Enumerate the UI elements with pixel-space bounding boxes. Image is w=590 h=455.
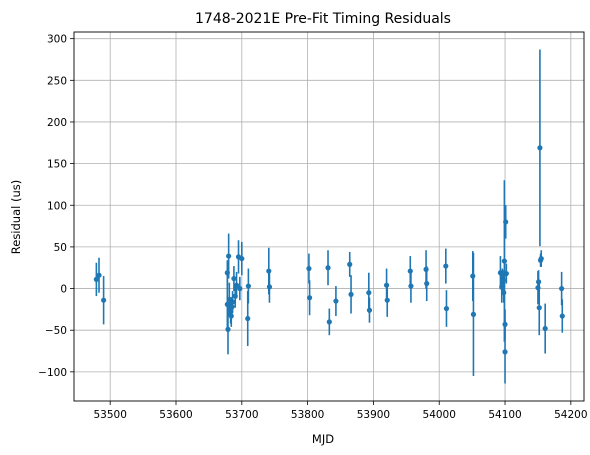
data-point [348,291,354,297]
data-point [443,305,450,312]
data-point [306,295,313,301]
data-point [366,290,372,296]
y-tick-label: −50 [45,325,67,337]
data-point [408,283,414,289]
data-point [266,284,273,290]
plot-frame [73,31,585,402]
data-point [333,298,339,304]
y-tick-label: −100 [38,367,67,379]
y-tick-label: 50 [54,242,67,254]
data-point [443,263,449,269]
data-point [502,349,508,355]
y-axis-title: Residual (us) [9,180,23,254]
data-point [559,313,565,319]
data-point [424,280,430,287]
x-tick-label: 53800 [291,409,324,421]
x-axis-title: MJD [312,432,334,446]
data-point [226,253,232,259]
chart-title: 1748-2021E Pre-Fit Timing Residuals [195,11,451,27]
x-tick-label: 53600 [159,409,192,421]
data-point [231,275,237,282]
data-point [306,265,312,272]
tick-layer: 53500 53600 53700 53800 53900 54000 54100 54200… [38,34,587,421]
data-point [245,315,251,322]
x-tick-label: 53900 [357,409,390,421]
data-point [245,283,251,289]
y-tick-label: 300 [47,34,67,46]
x-tick-label: 54000 [423,409,456,421]
grid-layer [74,32,584,401]
data-point [93,276,99,282]
data-point [502,321,508,327]
data-point [96,272,102,278]
data-point [229,299,236,305]
data-point [503,270,509,277]
data-point [325,265,331,271]
x-tick-label: 53500 [93,409,126,421]
x-tick-label: 54200 [554,409,587,421]
data-point [233,282,240,288]
data-layer [93,49,565,384]
x-tick-label: 53700 [225,409,258,421]
y-tick-label: 200 [47,117,67,129]
data-point [536,305,542,311]
data-point [538,255,544,262]
data-point [501,258,507,264]
data-point [384,297,390,303]
y-tick-label: 100 [47,200,67,212]
data-point [542,325,548,332]
data-point [225,326,231,332]
data-point [559,285,565,292]
x-tick-label: 54100 [488,409,521,421]
y-tick-label: 150 [47,159,67,171]
data-point [470,311,477,317]
data-point [537,145,543,151]
data-point [347,261,353,267]
data-point [326,319,332,325]
data-point [366,307,373,313]
data-point [503,219,509,225]
data-point [239,255,245,262]
y-tick-label: 0 [60,284,67,296]
y-tick-label: 250 [47,75,67,87]
data-point [237,285,243,292]
data-point [101,297,107,303]
